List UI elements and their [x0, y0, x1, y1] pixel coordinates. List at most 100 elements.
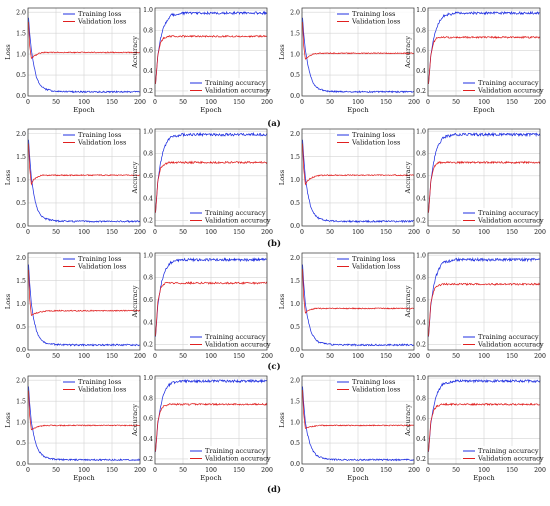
x-tick-label: 100	[78, 229, 90, 236]
legend-label: Training loss	[78, 10, 122, 18]
y-tick-label: 1.0	[290, 301, 300, 308]
legend-label: Validation loss	[77, 139, 127, 147]
x-tick-label: 50	[179, 99, 187, 106]
x-tick-label: 50	[52, 99, 60, 106]
x-tick-label: 0	[426, 467, 430, 474]
series-training-line	[155, 257, 268, 337]
x-tick-label: 150	[506, 353, 518, 360]
plot-frame	[27, 128, 141, 227]
x-tick-label: 0	[153, 99, 157, 106]
series-training-line	[155, 10, 268, 84]
y-tick-label: 0.5	[290, 440, 300, 447]
chart-2: 0 50 100 150 200 0.2 0.4 0.6 0.8 1.0 Epoch Accuracy…	[131, 7, 273, 114]
legend-label: Validation accuracy	[204, 341, 271, 349]
y-tick-label: 0.2	[416, 88, 426, 95]
y-tick-label: 0.0	[16, 461, 26, 468]
legend-label: Training loss	[352, 378, 396, 386]
x-tick-label: 150	[233, 229, 245, 236]
x-tick-label: 150	[106, 229, 118, 236]
x-tick-label: 200	[534, 229, 546, 236]
x-tick-label: 150	[233, 353, 245, 360]
series-validation-line	[155, 402, 268, 452]
y-tick-label: 0.4	[143, 319, 153, 326]
legend-label: Training accuracy	[478, 79, 539, 87]
y-axis-label: Loss	[4, 412, 12, 428]
series-training-line	[302, 264, 415, 347]
x-axis-label: Epoch	[347, 106, 369, 114]
x-tick-label: 0	[426, 99, 430, 106]
chart-7: 0 50 100 150 200 0.0 0.5 1.0 1.5 2.0 Loss Training …	[278, 128, 420, 236]
series-training-line	[28, 17, 141, 94]
x-axis-label: Epoch	[73, 474, 95, 482]
x-tick-label: 50	[452, 353, 460, 360]
legend-label: Training accuracy	[478, 209, 539, 217]
series-validation-line	[302, 389, 415, 429]
y-axis-label: Loss	[278, 169, 286, 185]
y-tick-label: 0.0	[16, 223, 26, 230]
plot-frame	[427, 375, 541, 465]
x-tick-label: 200	[534, 467, 546, 474]
panel-label-b: (b)	[267, 238, 281, 249]
legend-label: Training accuracy	[478, 333, 539, 341]
y-tick-label: 1.0	[143, 252, 153, 259]
y-tick-label: 1.5	[290, 154, 300, 161]
plot-frame	[27, 375, 141, 465]
x-tick-label: 50	[52, 229, 60, 236]
y-tick-label: 1.0	[16, 177, 26, 184]
legend-label: Validation accuracy	[477, 87, 544, 95]
panel-label-a: (a)	[267, 118, 281, 129]
series-training-line	[28, 264, 141, 347]
series-validation-line	[28, 143, 141, 186]
plot-frame	[154, 375, 268, 465]
x-tick-label: 150	[106, 353, 118, 360]
chart-1: 0 50 100 150 200 0.0 0.5 1.0 1.5 2.0 Epoch Loss Trai…	[4, 7, 146, 114]
y-tick-label: 0.5	[16, 200, 26, 207]
series-validation-line	[428, 160, 541, 213]
y-tick-label: 1.0	[16, 419, 26, 426]
plot-frame	[427, 7, 541, 97]
y-tick-label: 0.5	[290, 324, 300, 331]
x-tick-label: 50	[452, 99, 460, 106]
plot-frame	[301, 375, 415, 465]
y-tick-label: 1.0	[143, 7, 153, 14]
x-tick-label: 100	[352, 229, 364, 236]
x-tick-label: 50	[326, 99, 334, 106]
x-tick-label: 50	[179, 229, 187, 236]
y-tick-label: 2.0	[290, 377, 300, 384]
legend-box	[188, 208, 266, 225]
y-tick-label: 0.4	[416, 68, 426, 75]
y-tick-label: 1.0	[416, 252, 426, 259]
y-tick-label: 0.2	[143, 88, 153, 95]
x-tick-label: 0	[300, 353, 304, 360]
y-tick-label: 1.0	[290, 419, 300, 426]
chart-10: 0 50 100 150 200 0.2 0.4 0.6 0.8 1.0 Accuracy Train…	[131, 252, 273, 360]
x-tick-label: 150	[506, 99, 518, 106]
legend-label: Training accuracy	[205, 79, 266, 87]
x-axis-label: Epoch	[473, 106, 495, 114]
x-tick-label: 100	[78, 99, 90, 106]
y-tick-label: 0.6	[416, 48, 426, 55]
y-tick-label: 0.5	[16, 72, 26, 79]
legend-label: Validation loss	[77, 18, 127, 26]
legend-box	[188, 446, 266, 463]
legend-box	[335, 254, 413, 271]
x-tick-label: 100	[478, 353, 490, 360]
x-tick-label: 200	[134, 467, 146, 474]
y-tick-label: 0.6	[416, 297, 426, 304]
y-tick-label: 0.8	[143, 151, 153, 158]
x-tick-label: 150	[380, 353, 392, 360]
chart-14: 0 50 100 150 200 0.2 0.4 0.6 0.8 1.0 Epoch Accuracy…	[131, 375, 273, 482]
legend-box	[61, 9, 139, 26]
y-axis-label: Loss	[4, 293, 12, 309]
series-validation-line	[428, 35, 541, 84]
y-tick-label: 0.6	[416, 416, 426, 423]
panel-label-d: (d)	[267, 484, 281, 495]
plot-frame	[154, 7, 268, 97]
x-tick-label: 200	[408, 99, 420, 106]
plot-frame	[154, 128, 268, 227]
series-training-line	[302, 386, 415, 462]
x-tick-label: 50	[452, 467, 460, 474]
x-tick-label: 200	[134, 229, 146, 236]
y-tick-label: 2.0	[290, 255, 300, 262]
legend-label: Validation accuracy	[204, 455, 271, 463]
